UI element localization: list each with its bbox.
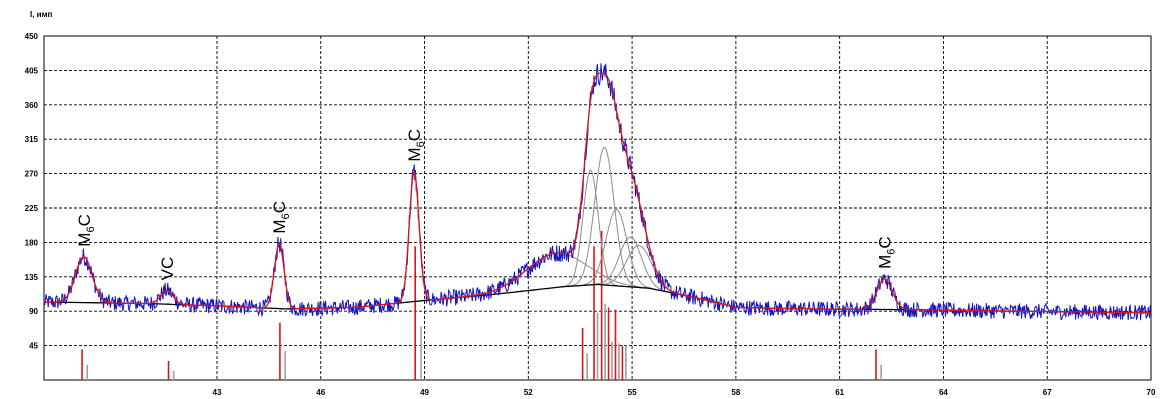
y-axis-label: I, имп [30,10,53,19]
component-curve [560,169,621,288]
y-tick-label: 180 [25,238,39,247]
component-curves [50,146,916,311]
x-tick-label: 70 [1147,388,1156,397]
x-tick-label: 46 [316,388,325,397]
component-curve [589,244,688,297]
tick-labels: 43 46 49 52 55 58 61 64 67 70 45 90 135 180 225 270 315 3… [25,32,1156,397]
peak-labels: M6C VC M6C M6C M6C [75,129,898,280]
y-tick-label: 270 [25,170,39,179]
component-curve [50,256,117,304]
peak-label: M6C [270,201,292,234]
y-tick-label: 315 [25,135,39,144]
x-tick-label: 43 [213,388,222,397]
y-tick-label: 360 [25,101,39,110]
component-curve [565,146,644,289]
peak-label: VC [158,257,177,281]
series [43,63,1151,321]
grid [44,36,1151,380]
x-tick-label: 67 [1043,388,1052,397]
y-tick-label: 405 [25,66,39,75]
peak-label: M6C [876,236,898,269]
measured-curve [43,63,1151,321]
x-tick-label: 52 [524,388,533,397]
component-curve [574,208,658,291]
y-tick-label: 135 [25,273,39,282]
x-tick-label: 64 [939,388,948,397]
peak-label: M6C [405,129,427,162]
x-tick-label: 55 [628,388,637,397]
x-tick-label: 49 [420,388,429,397]
x-tick-label: 58 [731,388,740,397]
peak-label: M6C [75,214,97,247]
y-tick-label: 225 [25,204,39,213]
y-tick-label: 90 [29,307,38,316]
y-tick-label: 45 [29,342,38,351]
y-tick-label: 450 [25,32,39,41]
component-curve [394,170,433,304]
fit-curve [44,72,1151,314]
x-tick-label: 61 [835,388,844,397]
component-curve [259,242,299,310]
component-curve [586,236,675,294]
